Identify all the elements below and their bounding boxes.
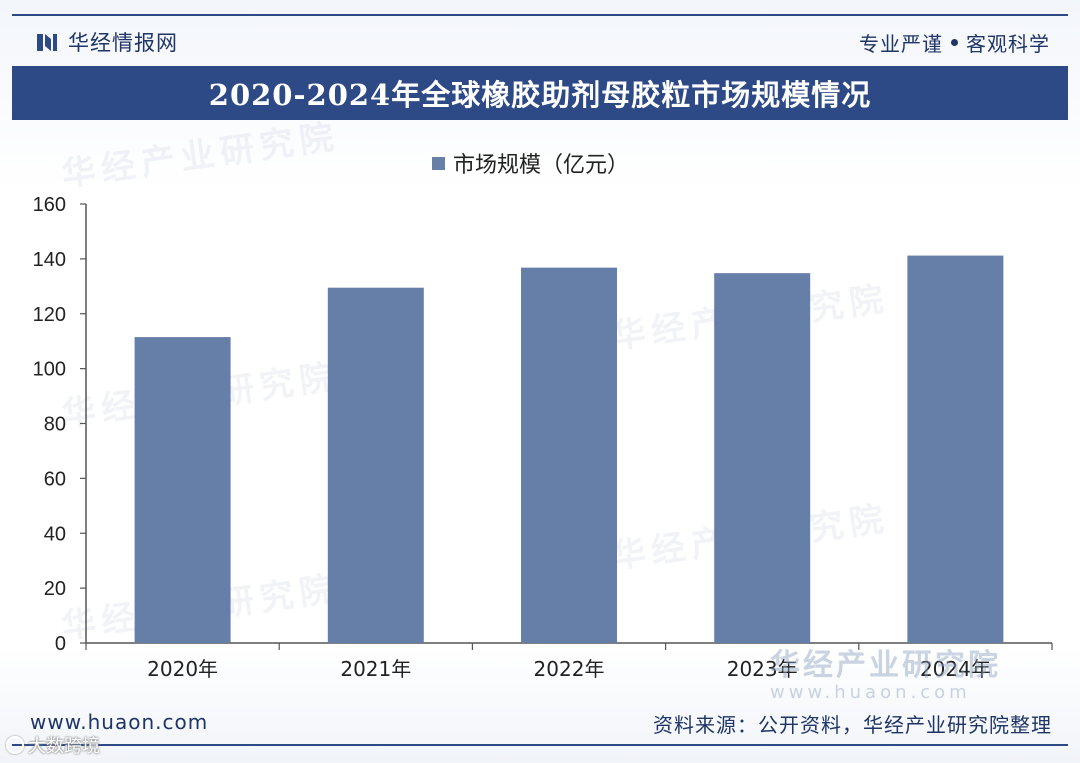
site-watermark-url: www.huaon.com bbox=[770, 682, 971, 703]
y-tick-label: 60 bbox=[44, 468, 66, 490]
y-tick-label: 80 bbox=[44, 414, 66, 436]
title-bar: 2020-2024年全球橡胶助剂母胶粒市场规模情况 bbox=[12, 66, 1068, 120]
brand: 华经情报网 bbox=[36, 26, 178, 58]
bar bbox=[134, 337, 231, 643]
bar bbox=[327, 287, 424, 643]
y-tick-label: 120 bbox=[33, 304, 66, 326]
x-tick-label: 2021年 bbox=[340, 657, 411, 681]
site-watermark: 华经产业研究院 www.huaon.com bbox=[770, 640, 1001, 703]
legend-label: 市场规模（亿元） bbox=[453, 153, 630, 178]
corner-mark-text: 大数跨境 bbox=[28, 736, 100, 757]
chart-legend: 市场规模（亿元） bbox=[432, 146, 629, 180]
legend-swatch bbox=[432, 156, 445, 170]
x-tick-label: 2024年 bbox=[920, 657, 991, 681]
y-tick-label: 20 bbox=[44, 578, 66, 600]
bar bbox=[907, 255, 1004, 643]
slogan-dot-icon bbox=[951, 38, 958, 46]
corner-mark-icon bbox=[6, 736, 24, 754]
x-tick-label: 2022年 bbox=[534, 657, 605, 681]
slogan-left: 专业严谨 bbox=[859, 31, 943, 56]
slogan: 专业严谨 客观科学 bbox=[859, 26, 1050, 58]
corner-mark: 大数跨境 bbox=[6, 732, 100, 758]
bar bbox=[714, 273, 811, 643]
y-tick-label: 140 bbox=[33, 249, 66, 271]
y-tick-label: 0 bbox=[55, 633, 66, 655]
footer-url[interactable]: www.huaon.com bbox=[30, 710, 209, 734]
bar bbox=[521, 267, 617, 643]
y-tick-label: 40 bbox=[44, 523, 66, 545]
y-tick-label: 160 bbox=[33, 194, 66, 216]
top-rule bbox=[12, 14, 1068, 16]
chart-title: 2020-2024年全球橡胶助剂母胶粒市场规模情况 bbox=[208, 78, 872, 112]
bottom-rule bbox=[12, 744, 1068, 746]
brand-logo-icon bbox=[37, 34, 57, 51]
y-tick-label: 100 bbox=[33, 359, 66, 381]
slogan-right: 客观科学 bbox=[966, 31, 1050, 56]
site-watermark-name: 华经产业研究院 bbox=[770, 648, 1001, 683]
footer-source: 资料来源：公开资料，华经产业研究院整理 bbox=[653, 713, 1052, 737]
x-tick-label: 2020年 bbox=[147, 657, 218, 681]
x-tick-label: 2023年 bbox=[727, 657, 798, 681]
brand-name: 华经情报网 bbox=[68, 31, 178, 55]
